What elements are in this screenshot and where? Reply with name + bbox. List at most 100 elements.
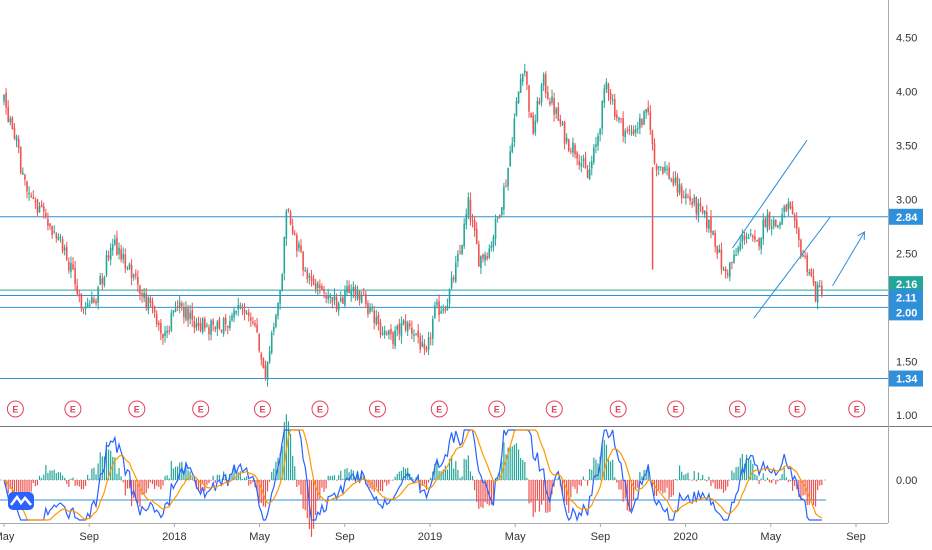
candle-body xyxy=(816,284,819,303)
price-tick-label: 1.50 xyxy=(896,356,917,368)
histogram-bar xyxy=(549,480,551,512)
candle-body xyxy=(496,217,499,219)
candle-body xyxy=(137,277,139,285)
histogram-bar xyxy=(808,480,810,505)
histogram-bar xyxy=(82,480,85,490)
candle-body xyxy=(216,321,219,329)
candle-body xyxy=(806,255,808,272)
histogram-bar xyxy=(158,480,160,487)
histogram-bar xyxy=(118,468,120,480)
candle-body xyxy=(166,330,168,333)
histogram-bar xyxy=(645,470,647,480)
histogram-bar xyxy=(538,480,541,512)
candle-body xyxy=(408,323,411,327)
histogram-bar xyxy=(47,472,49,480)
candle-body xyxy=(218,318,221,329)
candle-body xyxy=(176,306,179,308)
histogram-bar xyxy=(41,478,43,480)
histogram-bar xyxy=(597,463,599,480)
candle-body xyxy=(268,351,271,362)
histogram-bar xyxy=(116,473,118,480)
price-tag-bg xyxy=(889,276,923,293)
candle-body xyxy=(478,244,480,267)
candle-body xyxy=(197,322,200,326)
candle-body xyxy=(379,322,382,335)
candle-body xyxy=(760,237,762,249)
candle-body xyxy=(701,206,704,213)
histogram-bar xyxy=(381,480,384,492)
candle-body xyxy=(118,247,120,255)
price-tag-bg xyxy=(889,304,923,321)
histogram-bar xyxy=(49,470,51,480)
candle-body xyxy=(174,308,177,312)
histogram-bar xyxy=(95,474,97,480)
histogram-bar xyxy=(252,480,254,483)
histogram-bar xyxy=(737,466,739,480)
candle-body xyxy=(203,318,206,329)
histogram-bar xyxy=(93,467,95,480)
histogram-bar xyxy=(7,480,9,494)
price-tag-label: 2.00 xyxy=(896,307,917,319)
candle-body xyxy=(798,229,800,241)
candle-body xyxy=(17,139,20,148)
candle-body xyxy=(576,152,578,159)
price-tick-label: 2.50 xyxy=(896,248,917,260)
candle-body xyxy=(377,314,380,324)
candle-body xyxy=(693,197,696,204)
histogram-bar xyxy=(162,480,164,486)
candle-body xyxy=(151,301,154,307)
histogram-bar xyxy=(524,461,526,480)
earnings-marker: E xyxy=(609,400,627,418)
time-tick-label: Sep xyxy=(335,531,355,543)
histogram-bar xyxy=(177,466,179,480)
candle-body xyxy=(630,131,633,134)
earnings-marker: E xyxy=(311,400,329,418)
channel-line-2 xyxy=(753,216,831,319)
histogram-bar xyxy=(28,480,30,501)
candle-body xyxy=(605,81,608,90)
candle-body xyxy=(670,179,673,181)
histogram-bar xyxy=(43,474,45,480)
earnings-label: E xyxy=(198,405,204,415)
histogram-bar xyxy=(486,480,488,504)
histogram-bar xyxy=(511,446,513,480)
price-tags: 2.84 2.16 2.11 2.00 1.34 xyxy=(889,208,923,387)
candle-body xyxy=(503,187,505,210)
histogram-bar xyxy=(731,470,733,480)
candle-body xyxy=(501,207,503,215)
histogram-bar xyxy=(699,479,702,480)
histogram-bar xyxy=(643,469,645,480)
histogram-bar xyxy=(248,480,250,486)
earnings-marker: E xyxy=(368,400,386,418)
histogram-bar xyxy=(566,480,568,506)
histogram-bar xyxy=(428,480,430,483)
candle-body xyxy=(310,276,313,281)
histogram-bar xyxy=(503,442,505,480)
histogram-bar xyxy=(635,480,637,491)
histogram-bar xyxy=(319,480,321,499)
candle-body xyxy=(540,84,543,103)
candle-body xyxy=(344,290,346,306)
histogram-bar xyxy=(779,478,781,480)
candle-body xyxy=(237,305,240,310)
candle-body xyxy=(492,236,495,248)
histogram-bar xyxy=(451,455,453,480)
candle-body xyxy=(532,115,534,134)
candle-body xyxy=(371,308,373,310)
histogram-bar xyxy=(30,480,32,492)
candle-body xyxy=(312,278,315,285)
candle-body xyxy=(26,181,28,192)
histogram-bar xyxy=(501,461,503,480)
histogram-bar xyxy=(817,480,819,491)
histogram-bar xyxy=(612,459,614,480)
candle-body xyxy=(392,332,394,345)
earnings-label: E xyxy=(259,405,265,415)
candle-body xyxy=(457,254,459,262)
candle-body xyxy=(153,307,156,313)
histogram-bar xyxy=(348,472,350,480)
histogram-bar xyxy=(149,480,152,483)
histogram-bar xyxy=(727,480,729,487)
candle-body xyxy=(360,295,363,303)
histogram-bar xyxy=(679,465,681,480)
candle-body xyxy=(762,219,765,240)
